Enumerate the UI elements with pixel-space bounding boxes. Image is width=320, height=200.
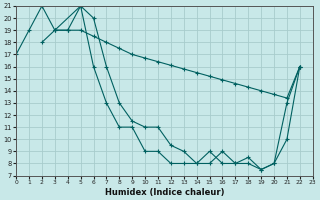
X-axis label: Humidex (Indice chaleur): Humidex (Indice chaleur): [105, 188, 224, 197]
